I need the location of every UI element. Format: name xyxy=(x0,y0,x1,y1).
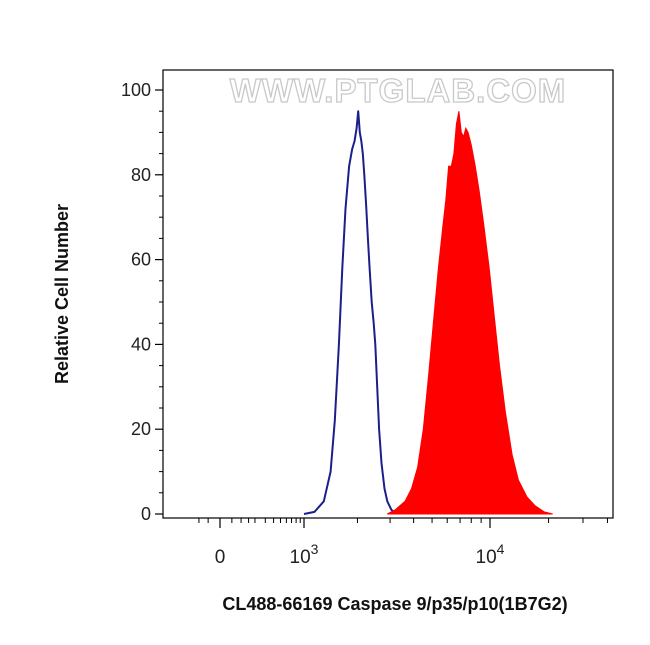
plot-frame xyxy=(162,69,614,519)
series-layer xyxy=(303,110,553,515)
x-axis: 0 103 104 xyxy=(198,518,608,568)
y-tick-label: 100 xyxy=(121,80,151,100)
series-2-filled-histogram xyxy=(387,111,553,515)
x-tick-label: 104 xyxy=(476,541,505,568)
y-tick-label: 0 xyxy=(141,504,151,524)
y-tick-label: 40 xyxy=(131,334,151,354)
y-tick-label: 80 xyxy=(131,165,151,185)
x-axis-title: CL488-66169 Caspase 9/p35/p10(1B7G2) xyxy=(222,594,567,614)
x-tick-label: 0 xyxy=(215,547,226,568)
y-axis: 0 20 40 60 80 100 xyxy=(121,80,163,524)
watermark: WWW.PTGLAB.COM xyxy=(230,72,567,109)
series-1-outline-histogram xyxy=(303,110,398,515)
y-axis-title: Relative Cell Number xyxy=(52,204,72,384)
y-tick-label: 20 xyxy=(131,419,151,439)
y-tick-label: 60 xyxy=(131,250,151,270)
x-tick-label: 103 xyxy=(290,541,319,568)
